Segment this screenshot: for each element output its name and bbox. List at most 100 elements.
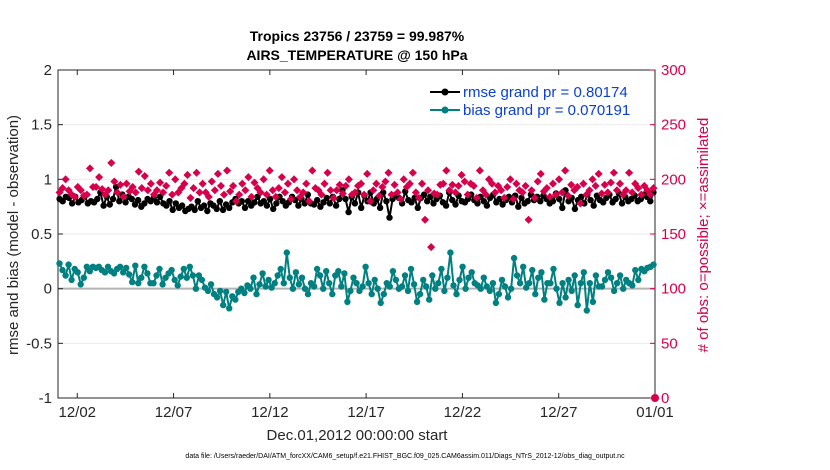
bias-point [116,263,124,270]
rmse-point [449,196,456,204]
bias-point [256,281,263,288]
y-tick-label-left: 2 [44,62,52,79]
bias-point [247,285,254,292]
obs-assimilated-point [427,243,436,252]
obs-assimilated-marker [229,181,238,190]
bias-point [501,283,509,290]
bias-point [520,263,527,270]
obs-assimilated-marker [195,188,204,197]
rmse-point [515,203,522,210]
bias-point [362,263,369,270]
obs-assimilated-point [299,188,308,197]
obs-assimilated-point [369,186,378,195]
obs-assimilated-marker [95,173,104,182]
obs-assimilated-point [186,193,195,202]
obs-assimilated-marker [290,175,299,184]
rmse-point [153,199,161,206]
obs-assimilated-point [113,188,122,197]
obs-assimilated-point [341,181,350,190]
obs-assimilated-marker [335,180,344,189]
obs-assimilated-marker [98,185,107,194]
rmse-point [254,193,261,200]
obs-assimilated-marker [366,197,375,206]
bias-point [335,268,342,275]
rmse-point [238,198,245,205]
obs-assimilated-marker [235,190,244,199]
obs-assimilated-marker [646,190,655,199]
obs-assimilated-point [85,164,95,173]
obs-assimilated-marker [491,188,500,197]
obs-assimilated-point [76,186,85,195]
obs-assimilated-marker [76,186,85,195]
bias-point [271,280,278,287]
bias-point [498,276,506,284]
obs-assimilated-marker [323,168,332,177]
y-tick-label-left: -0.5 [26,335,52,352]
bias-point [456,276,463,284]
obs-assimilated-marker [241,186,250,195]
obs-assimilated-marker [344,175,353,184]
rmse-point [263,202,271,209]
bias-point [598,283,606,290]
obs-assimilated-point [122,179,131,188]
obs-assimilated-point [207,177,216,186]
obs-assimilated-marker [152,186,162,195]
obs-assimilated-point [469,181,478,190]
obs-assimilated-marker [134,167,143,176]
bias-point [374,285,381,292]
legend-label-bias: bias grand pr = 0.070191 [463,102,630,119]
obs-assimilated-marker [61,175,70,184]
obs-assimilated-marker [317,190,326,199]
rmse-point [251,199,258,206]
rmse-point [172,200,179,207]
rmse-point [68,200,76,207]
obs-assimilated-point [521,181,530,190]
obs-assimilated-marker [417,179,427,188]
bias-point [226,305,233,312]
obs-assimilated-marker [521,181,530,190]
bias-point [435,280,442,287]
rmse-point [612,195,619,203]
obs-assimilated-marker [213,169,222,178]
obs-assimilated-point [265,166,274,175]
obs-assimilated-point [424,186,433,195]
obs-assimilated-marker [70,192,79,201]
obs-assimilated-marker [427,243,436,252]
obs-assimilated-marker [119,192,128,201]
obs-assimilated-point [612,186,621,195]
bias-point [553,285,560,292]
rmse-point [191,206,198,214]
obs-assimilated-marker [277,173,286,182]
obs-assimilated-point [357,179,366,188]
obs-assimilated-point [649,184,658,193]
obs-assimilated-point [366,197,375,206]
obs-assimilated-marker [305,197,314,206]
obs-assimilated-point [271,192,280,201]
obs-assimilated-marker [390,180,399,189]
bias-point [386,283,393,290]
obs-assimilated-point [283,179,292,188]
obs-assimilated-marker [146,179,155,188]
obs-assimilated-point [433,190,442,199]
obs-assimilated-marker [387,190,396,199]
bias-point [468,269,475,276]
bias-point [292,269,300,276]
obs-assimilated-marker [216,181,225,190]
obs-assimilated-point [500,193,509,202]
bias-point [389,268,397,275]
bias-point [220,301,227,309]
obs-assimilated-point [143,186,152,195]
bias-point [377,299,384,307]
bias-point [477,285,484,292]
obs-assimilated-point [615,179,624,188]
obs-assimilated-point [165,168,174,177]
rmse-point [618,200,626,207]
obs-assimilated-point [128,182,137,192]
obs-assimilated-marker [104,186,113,195]
y-tick-label-left: -1 [39,390,52,407]
bias-point [213,294,221,301]
obs-assimilated-marker [488,179,497,188]
obs-assimilated-marker [506,175,515,184]
bias-point [492,299,500,307]
